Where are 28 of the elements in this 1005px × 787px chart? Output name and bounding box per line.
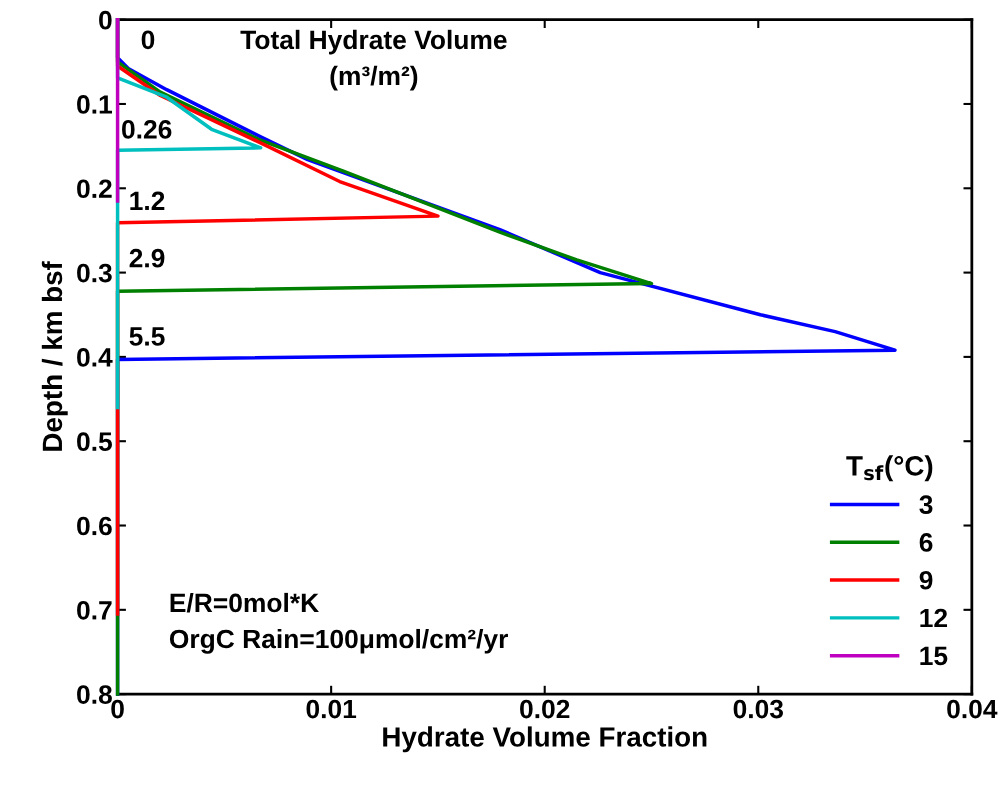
annotation: Total Hydrate Volume (m³/m²)	[240, 29, 507, 91]
y-tick-label: 0.1	[77, 95, 112, 114]
y-tick-label: 0.3	[77, 263, 112, 283]
x-tick-label: 0.03	[733, 699, 783, 719]
annotation: 1.2	[130, 191, 165, 210]
x-tick-label: 0.02	[520, 699, 570, 719]
y-axis-title: Depth / km bsf	[41, 261, 68, 451]
legend-label: 12	[920, 608, 948, 628]
annotation: 0.26	[122, 120, 172, 139]
legend-label: 3	[919, 495, 933, 515]
legend-label: 15	[920, 646, 948, 666]
legend-label: 9	[919, 570, 933, 590]
y-tick-label: 0.5	[77, 432, 112, 452]
y-tick-label: 0.4	[77, 348, 113, 367]
x-tick-label: 0.01	[306, 699, 357, 719]
annotation: E/R=0mol*K OrgC Rain=100μmol/cm²/yr	[169, 592, 508, 654]
legend-label: 6	[919, 533, 933, 552]
x-tick-label: 0.04	[947, 699, 998, 719]
annotation: 5.5	[129, 327, 165, 346]
y-tick-label: 0.6	[77, 516, 112, 536]
y-tick-label: 0	[99, 10, 112, 30]
annotation: 0	[141, 30, 155, 50]
y-tick-label: 0.2	[77, 179, 112, 199]
y-tick-label: 0.7	[77, 600, 112, 620]
y-tick-label: 0.8	[77, 685, 112, 704]
x-axis-title: Hydrate Volume Fraction	[383, 726, 707, 753]
legend-title: T$_{sf}$(°C)	[846, 455, 933, 482]
annotation: 2.9	[129, 248, 165, 268]
